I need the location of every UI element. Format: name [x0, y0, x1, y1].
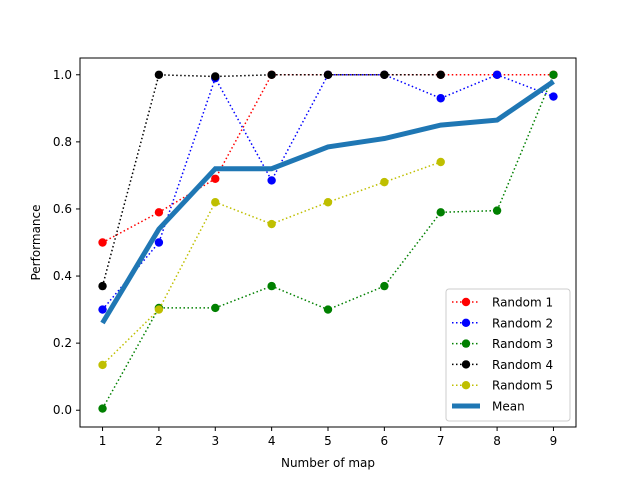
data-point-random-2: [436, 94, 445, 103]
data-point-random-5: [323, 198, 333, 207]
y-axis-label: Performance: [29, 204, 43, 280]
x-tick-label: 8: [493, 434, 501, 448]
legend-label-random-1: Random 1: [492, 296, 553, 310]
x-tick-label: 1: [99, 434, 107, 448]
data-point-random-5: [211, 198, 220, 207]
data-point-random-3: [492, 206, 502, 215]
plot-layer: [98, 70, 558, 413]
data-point-random-2: [154, 238, 164, 247]
data-point-random-4: [380, 70, 389, 79]
data-point-random-3: [211, 303, 220, 313]
data-point-random-4: [154, 70, 164, 79]
x-tick-label: 4: [268, 434, 276, 448]
data-point-random-5: [154, 305, 164, 314]
legend-label-random-3: Random 3: [492, 337, 553, 351]
data-point-random-4: [323, 70, 333, 79]
x-tick-label: 3: [211, 434, 219, 448]
x-tick-label: 9: [550, 434, 558, 448]
x-tick-label: 6: [381, 434, 389, 448]
data-point-random-3: [380, 281, 389, 291]
y-tick-label: 0.2: [53, 336, 72, 350]
data-point-random-1: [154, 208, 164, 217]
x-tick-label: 5: [324, 434, 332, 448]
data-point-random-2: [492, 70, 502, 79]
data-point-random-2: [98, 305, 107, 314]
legend-marker-random-5: [461, 381, 471, 390]
y-tick-label: 0.4: [53, 269, 72, 283]
legend-label-random-4: Random 4: [492, 358, 553, 372]
data-point-random-4: [267, 70, 276, 79]
legend-marker-random-3: [461, 339, 471, 348]
y-tick-label: 0.6: [53, 202, 72, 216]
data-point-random-4: [211, 72, 220, 81]
x-tick-label: 2: [155, 434, 163, 448]
data-point-random-4: [98, 281, 107, 291]
series-line-mean: [100, 79, 555, 325]
data-point-random-5: [436, 157, 445, 167]
data-point-random-5: [380, 177, 389, 187]
legend-label-mean: Mean: [492, 400, 525, 414]
legend-marker-random-4: [461, 360, 471, 369]
data-point-random-3: [436, 208, 445, 217]
legend: Random 1 Random 2 Random 3 Random 4 Random 5…: [445, 288, 571, 422]
data-point-random-3: [98, 404, 107, 413]
data-point-random-1: [211, 174, 220, 183]
data-point-random-5: [267, 219, 276, 229]
y-tick-label: 1.0: [53, 68, 72, 82]
legend-marker-random-1: [461, 297, 471, 307]
y-tick-label: 0.0: [53, 403, 72, 417]
legend-box: [445, 288, 571, 422]
legend-label-random-5: Random 5: [492, 379, 553, 393]
data-point-random-5: [98, 360, 107, 370]
x-tick-label: 7: [437, 434, 445, 448]
x-axis-label: Number of map: [281, 456, 375, 470]
data-point-random-3: [267, 281, 276, 291]
legend-marker-random-2: [461, 318, 471, 327]
y-tick-label: 0.8: [53, 135, 72, 149]
data-point-random-1: [98, 238, 107, 247]
data-point-random-2: [267, 176, 276, 185]
data-point-random-3: [323, 305, 333, 314]
data-point-random-4: [436, 70, 445, 79]
series-line-random-2: [101, 73, 554, 311]
legend-label-random-2: Random 2: [492, 316, 553, 330]
data-point-random-2: [549, 92, 558, 101]
tick-layer: 1 2 3 4 5 6 7 8 9 0.0 0.2 0.4 0.6 0.8 1.0: [53, 68, 557, 448]
data-point-random-3: [549, 70, 558, 79]
